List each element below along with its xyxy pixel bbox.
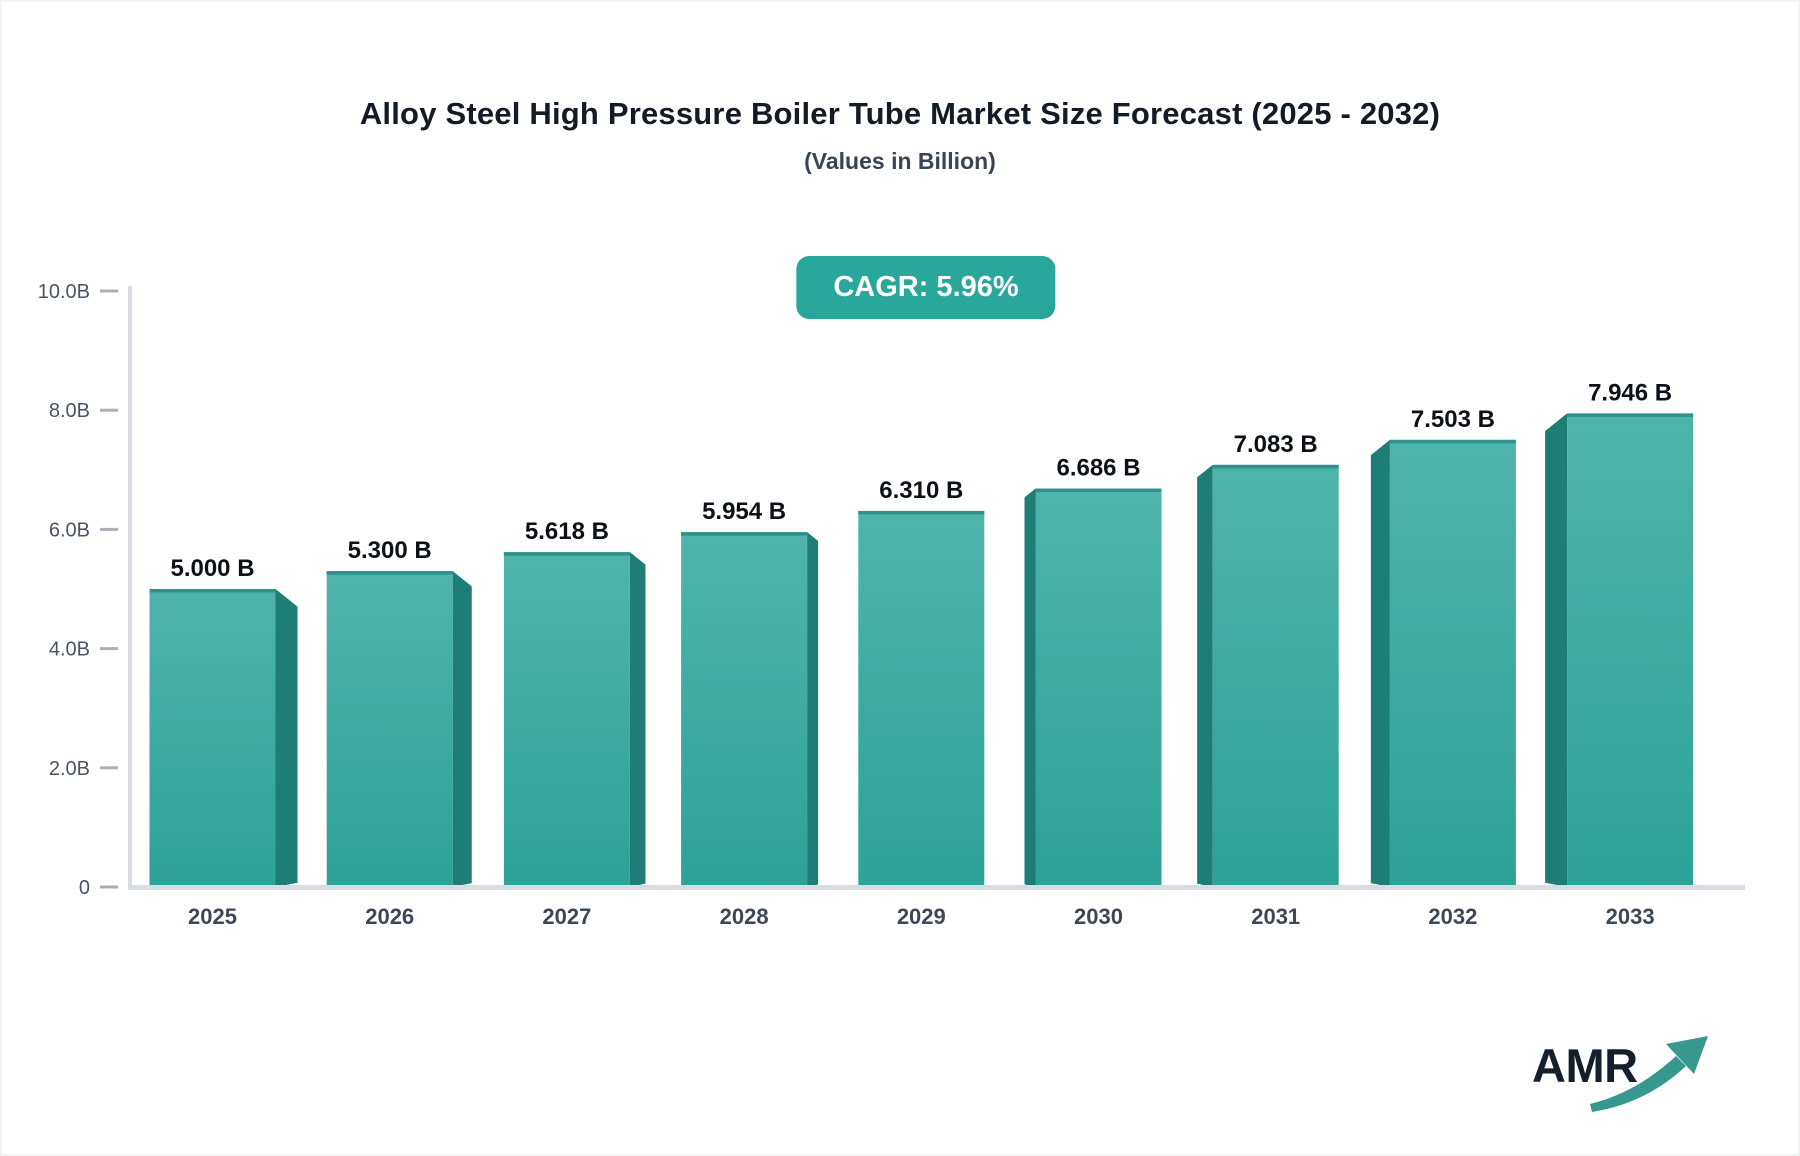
x-axis-line (128, 885, 1745, 890)
bar-side-2025 (275, 589, 298, 887)
bar-value-label-2026: 5.300 B (348, 537, 432, 564)
x-tick-label-2027: 2027 (542, 904, 591, 929)
bar-2026 (326, 571, 453, 887)
x-tick-label-2028: 2028 (720, 904, 769, 929)
chart-subtitle: (Values in Billion) (804, 148, 996, 174)
x-tick-label-2033: 2033 (1606, 904, 1655, 929)
bar-value-label-2030: 6.686 B (1056, 455, 1140, 482)
bar-value-label-2029: 6.310 B (879, 477, 963, 504)
y-tick-label-2: 6.0B (49, 519, 90, 541)
bar-2025 (149, 589, 276, 887)
bar-2031 (1212, 464, 1339, 887)
y-tick-dash (100, 885, 118, 889)
y-axis-line (128, 286, 132, 890)
y-tick-dash (100, 408, 118, 412)
y-tick-label-1: 8.0B (49, 400, 90, 422)
x-tick-label-2026: 2026 (365, 904, 414, 929)
bar-2033 (1567, 413, 1694, 887)
bar-top-edge-2028 (681, 532, 808, 536)
y-tick-label-3: 4.0B (49, 639, 90, 661)
x-tick-label-2029: 2029 (897, 904, 946, 929)
bar-side-2031 (1197, 464, 1213, 887)
x-tick-label-2030: 2030 (1074, 904, 1123, 929)
y-tick-label-0: 10.0B (38, 281, 90, 303)
y-tick-dash (100, 647, 118, 651)
y-tick-dash (100, 766, 118, 770)
bar-2030 (1035, 488, 1162, 887)
y-tick-dash (100, 527, 118, 531)
cagr-badge: CAGR: 5.96% (796, 256, 1056, 319)
bar-top-edge-2033 (1567, 413, 1694, 417)
y-tick-label-5: 0 (79, 877, 90, 899)
bar-top-edge-2029 (858, 510, 985, 515)
bar-2029 (858, 510, 985, 887)
bar-2027 (503, 552, 630, 887)
x-tick-label-2025: 2025 (188, 904, 237, 929)
logo-swoosh (1590, 1056, 1686, 1112)
y-tick-label-4: 2.0B (49, 758, 90, 780)
amr-logo-arrow-icon (1590, 1036, 1708, 1112)
bar-side-2028 (807, 532, 819, 887)
bar-2028 (681, 532, 808, 887)
x-tick-label-2032: 2032 (1428, 904, 1477, 929)
x-tick-label-2031: 2031 (1251, 904, 1300, 929)
bar-2032 (1389, 439, 1516, 887)
bar-top-edge-2025 (149, 589, 276, 593)
bar-value-label-2025: 5.000 B (170, 555, 254, 582)
bar-top-edge-2026 (326, 571, 453, 575)
bar-top-edge-2027 (503, 552, 630, 556)
bar-top-edge-2032 (1389, 439, 1516, 444)
bar-value-label-2028: 5.954 B (702, 498, 786, 525)
bar-side-2026 (452, 571, 472, 887)
bar-value-label-2027: 5.618 B (525, 518, 609, 545)
amr-logo: AMR (1532, 1034, 1732, 1134)
bar-side-2033 (1545, 413, 1568, 887)
bar-top-edge-2031 (1212, 464, 1339, 469)
y-tick-dash (100, 289, 118, 293)
bar-value-label-2031: 7.083 B (1234, 431, 1318, 458)
bar-side-2032 (1370, 439, 1390, 887)
bar-value-label-2033: 7.946 B (1588, 379, 1672, 406)
bar-top-edge-2030 (1035, 488, 1162, 493)
chart-title: Alloy Steel High Pressure Boiler Tube Ma… (359, 96, 1441, 131)
bar-side-2027 (629, 552, 646, 887)
bar-side-2030 (1024, 488, 1036, 887)
bar-value-label-2032: 7.503 B (1411, 406, 1495, 433)
amr-logo-text: AMR (1532, 1039, 1638, 1092)
logo-arrowhead (1666, 1036, 1708, 1074)
